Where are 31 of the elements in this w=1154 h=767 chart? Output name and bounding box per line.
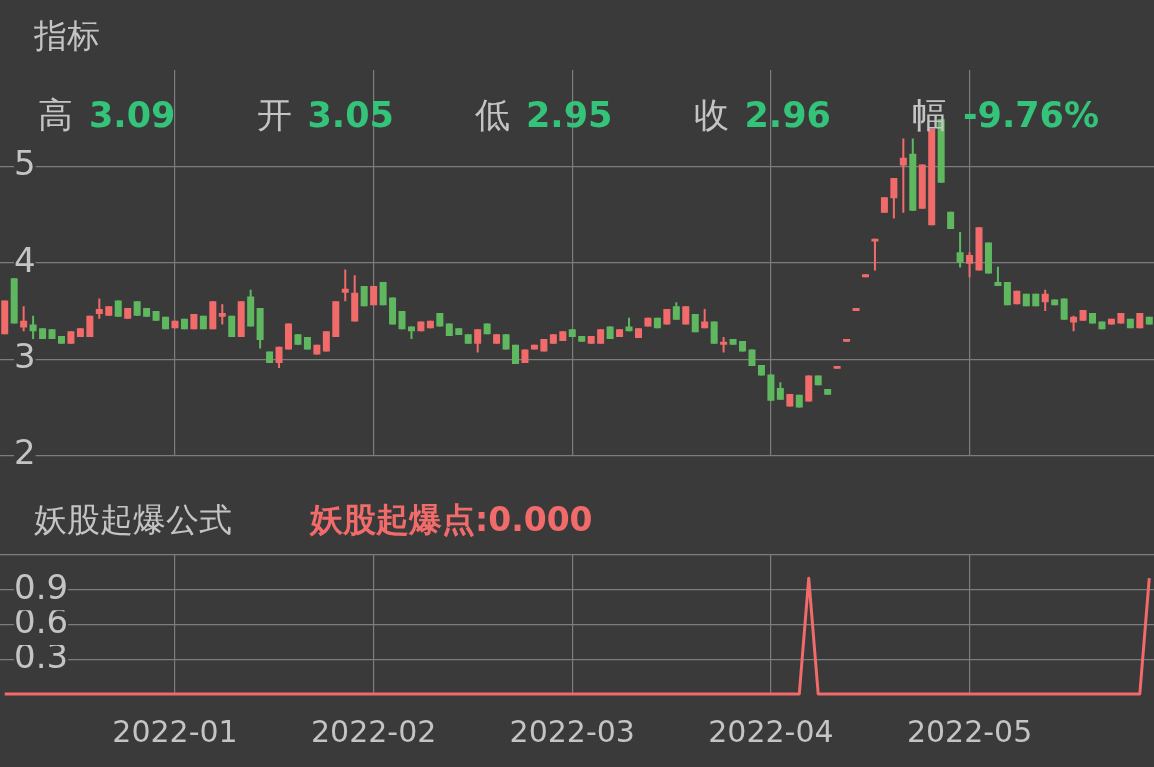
candlestick <box>899 137 907 214</box>
x-tick-label: 2022-03 <box>509 713 635 749</box>
chart-title: 指标 <box>34 15 100 57</box>
candlestick <box>1041 288 1049 312</box>
candlestick <box>994 265 1002 287</box>
candlestick <box>966 251 974 279</box>
candlestick <box>474 328 482 354</box>
candlestick <box>95 297 103 320</box>
y-tick-label: 0.9 <box>14 566 69 607</box>
y-tick-label: 4 <box>14 239 36 280</box>
text: 妖股起爆点:0.000 <box>310 499 593 541</box>
candlestick <box>956 230 964 269</box>
candlestick <box>890 176 898 220</box>
x-tick-label: 2022-04 <box>708 713 834 749</box>
candlestick <box>1060 297 1068 321</box>
y-tick-label: 2 <box>14 432 36 473</box>
annotation: 收 2.96 <box>693 95 831 135</box>
annotation: 幅 -9.76% <box>912 95 1099 135</box>
chart-title: 妖股起爆公式 <box>34 499 232 541</box>
candlestick <box>341 268 349 303</box>
annotation: 高 3.09 <box>38 95 176 135</box>
annotation: 开 3.05 <box>256 95 394 135</box>
x-tick-label: 2022-05 <box>906 713 1033 749</box>
candlestick <box>871 237 879 272</box>
x-tick-label: 2022-01 <box>112 713 238 749</box>
y-tick-label: 5 <box>14 143 36 184</box>
annotation: 低 2.95 <box>475 95 613 135</box>
y-tick-label: 3 <box>14 336 36 377</box>
candlestick <box>218 303 226 326</box>
candlestick <box>29 314 37 340</box>
x-tick-label: 2022-02 <box>310 713 437 749</box>
